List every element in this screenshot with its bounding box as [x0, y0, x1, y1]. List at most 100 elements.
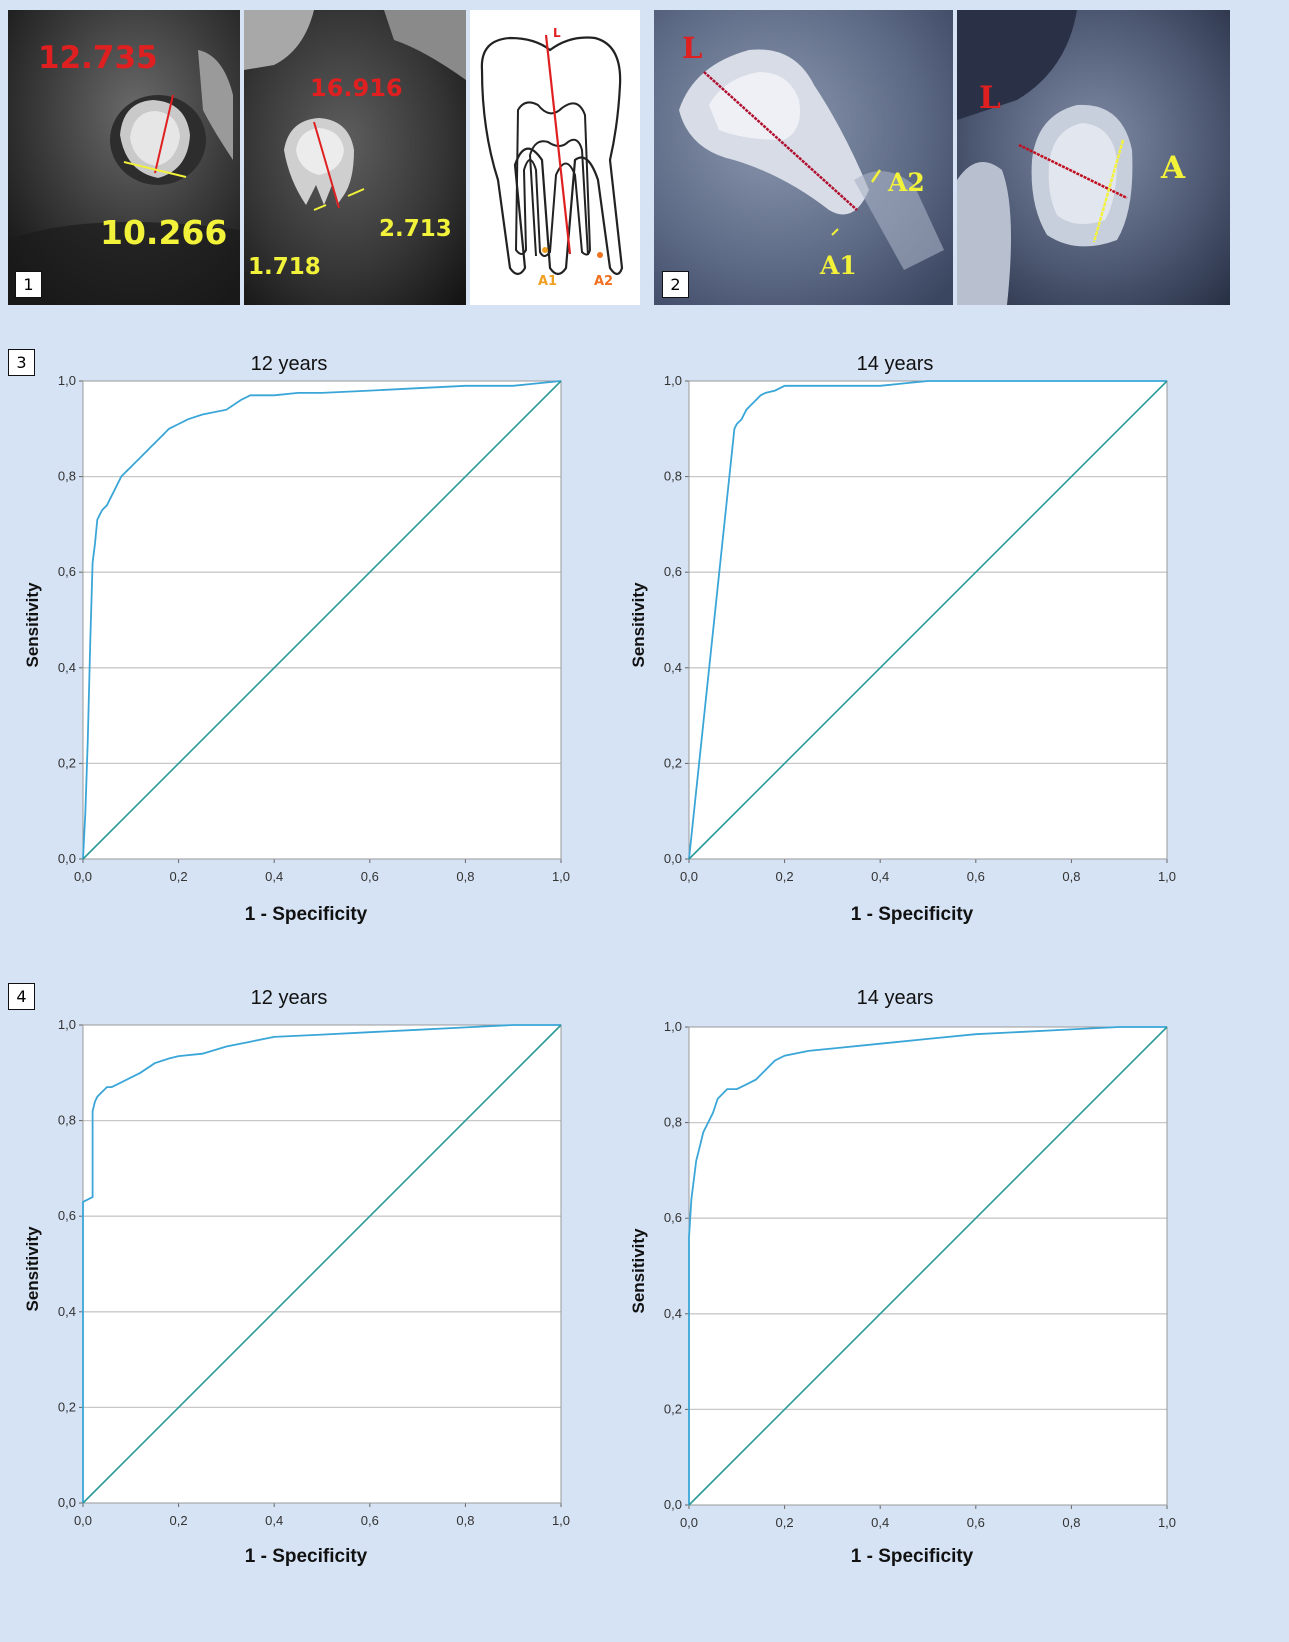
x-axis-label: 1 - Specificity	[245, 904, 368, 925]
chart-title: 12 years	[251, 353, 328, 375]
panel-badge-1: 1	[15, 271, 42, 298]
y-axis-label: Sensitivity	[23, 1226, 42, 1312]
measure-line-red	[154, 94, 174, 174]
y-tick-label: 0,4	[58, 660, 76, 675]
y-tick-label: 0,4	[664, 1306, 682, 1321]
y-tick-label: 1,0	[58, 1017, 76, 1032]
y-tick-label: 1,0	[664, 1019, 682, 1034]
x-tick-label: 0,8	[456, 1513, 474, 1528]
y-tick-label: 0,2	[58, 1399, 76, 1414]
reference-diagonal-line	[688, 380, 1168, 860]
chart-title: 12 years	[251, 987, 328, 1009]
measure-mark-A2	[870, 169, 882, 183]
x-tick-label: 0,0	[74, 1513, 92, 1528]
measure-value-yellow-right: 2.713	[379, 216, 452, 242]
measure-value-red: 16.916	[310, 74, 403, 102]
panel-badge-3: 3	[8, 349, 35, 376]
panel2-xray-right: L A	[957, 10, 1230, 305]
measure-line-yellow-left	[313, 204, 327, 211]
y-tick-label: 0,2	[664, 1401, 682, 1416]
x-tick-label: 0,6	[967, 869, 985, 884]
panel2-xray-left: L A1 A2	[654, 10, 953, 305]
diagram-label-L: L	[553, 26, 561, 40]
panel1-xray-middle: 16.916 1.718 2.713	[244, 10, 466, 305]
x-tick-label: 0,6	[361, 869, 379, 884]
x-axis-label: 1 - Specificity	[851, 904, 974, 925]
x-tick-label: 0,0	[680, 1515, 698, 1530]
tooth-axis-line	[544, 34, 572, 255]
x-tick-label: 0,8	[456, 869, 474, 884]
roc-curve-line	[688, 380, 1167, 860]
panel1-xray-left: 12.735 10.266	[8, 10, 240, 305]
roc-chart-panel3-12-years: 0,0 0,2 0,4 0,6 0,8 1,0 0,0 0,2 0,4 0,6 0,8 1,0 12 y…	[0, 340, 600, 940]
x-tick-label: 1,0	[552, 1513, 570, 1528]
y-tick-label: 0,4	[58, 1304, 76, 1319]
x-tick-label: 1,0	[1158, 1515, 1176, 1530]
y-tick-label: 1,0	[58, 373, 76, 388]
x-tick-label: 0,4	[871, 1515, 889, 1530]
label-L: L	[979, 80, 1001, 116]
measure-line-yellow	[1092, 139, 1125, 243]
x-tick-label: 1,0	[552, 869, 570, 884]
measure-line-yellow	[123, 161, 187, 178]
roc-chart-panel3-14-years: 0,0 0,2 0,4 0,6 0,8 1,0 0,0 0,2 0,4 0,6 0,8 1,0 14 y…	[606, 340, 1206, 940]
measure-line-red	[313, 121, 340, 209]
y-axis-label: Sensitivity	[629, 1228, 648, 1314]
y-tick-label: 0,6	[664, 564, 682, 579]
roc-curve-line	[82, 1024, 561, 1503]
label-A: A	[1160, 150, 1186, 186]
x-tick-label: 0,8	[1062, 869, 1080, 884]
y-tick-label: 0,0	[58, 1495, 76, 1510]
panel1-tooth-diagram: L A1 A2	[470, 10, 640, 305]
y-tick-label: 0,6	[664, 1210, 682, 1225]
y-tick-label: 0,8	[58, 1113, 76, 1128]
measure-value-red: 12.735	[38, 40, 158, 76]
x-tick-label: 0,2	[170, 869, 188, 884]
y-tick-label: 0,8	[664, 469, 682, 484]
label-A1: A1	[819, 251, 857, 280]
chart-title: 14 years	[857, 353, 934, 375]
tooth-outline	[480, 36, 624, 276]
label-L: L	[682, 31, 702, 65]
x-tick-label: 0,6	[361, 1513, 379, 1528]
y-tick-label: 0,6	[58, 564, 76, 579]
x-axis-label: 1 - Specificity	[245, 1546, 368, 1567]
plot-frame	[82, 380, 562, 860]
reference-diagonal-line	[82, 380, 562, 860]
y-tick-label: 0,0	[58, 851, 76, 866]
x-axis-label: 1 - Specificity	[851, 1546, 974, 1567]
x-tick-label: 0,2	[776, 869, 794, 884]
pulp-outline	[514, 101, 592, 257]
reference-diagonal-line	[82, 1024, 562, 1504]
panel-badge-4: 4	[8, 983, 35, 1010]
measure-value-yellow: 10.266	[100, 213, 227, 252]
measure-value-yellow-left: 1.718	[248, 254, 321, 280]
x-tick-label: 0,6	[967, 1515, 985, 1530]
y-tick-label: 0,4	[664, 660, 682, 675]
label-A2: A2	[887, 168, 925, 197]
diagram-label-A2: A2	[594, 274, 613, 289]
y-tick-label: 1,0	[664, 373, 682, 388]
roc-curve-line	[82, 380, 562, 860]
roc-curve-line	[688, 1026, 1167, 1505]
y-axis-label: Sensitivity	[629, 582, 648, 668]
y-tick-label: 0,8	[664, 1115, 682, 1130]
y-tick-label: 0,0	[664, 1497, 682, 1512]
x-tick-label: 1,0	[1158, 869, 1176, 884]
measure-line-red	[703, 71, 858, 211]
panel-badge-2: 2	[662, 271, 689, 298]
x-tick-label: 0,2	[776, 1515, 794, 1530]
chart-title: 14 years	[857, 987, 934, 1009]
y-tick-label: 0,0	[664, 851, 682, 866]
y-tick-label: 0,8	[58, 469, 76, 484]
measure-mark-A1	[831, 228, 839, 236]
y-tick-label: 0,2	[664, 755, 682, 770]
measure-line-yellow-right	[347, 188, 365, 197]
reference-diagonal-line	[688, 1026, 1168, 1506]
y-axis-label: Sensitivity	[23, 582, 42, 668]
x-tick-label: 0,0	[74, 869, 92, 884]
x-tick-label: 0,4	[265, 1513, 283, 1528]
y-tick-label: 0,6	[58, 1208, 76, 1223]
x-tick-label: 0,2	[170, 1513, 188, 1528]
y-tick-label: 0,2	[58, 755, 76, 770]
